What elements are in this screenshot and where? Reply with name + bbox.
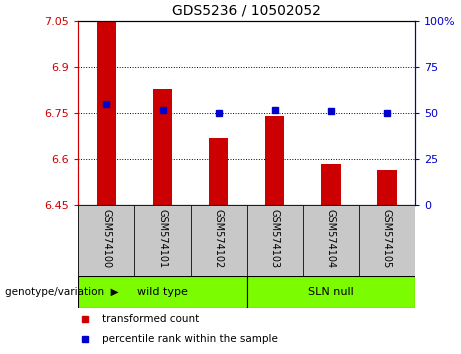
Text: GSM574101: GSM574101: [158, 209, 167, 268]
Text: GSM574104: GSM574104: [326, 209, 336, 268]
Text: SLN null: SLN null: [308, 287, 354, 297]
Text: percentile rank within the sample: percentile rank within the sample: [102, 334, 278, 344]
Text: wild type: wild type: [137, 287, 188, 297]
Title: GDS5236 / 10502052: GDS5236 / 10502052: [172, 3, 321, 17]
Bar: [321, 164, 341, 205]
Bar: [303, 205, 359, 276]
Bar: [209, 138, 228, 205]
Bar: [359, 205, 415, 276]
Text: GSM574100: GSM574100: [101, 209, 112, 268]
Bar: [247, 276, 415, 308]
Text: genotype/variation  ▶: genotype/variation ▶: [5, 287, 118, 297]
Text: transformed count: transformed count: [102, 314, 199, 325]
Bar: [247, 205, 303, 276]
Bar: [265, 116, 284, 205]
Bar: [190, 205, 247, 276]
Bar: [135, 205, 190, 276]
Text: GSM574105: GSM574105: [382, 209, 392, 268]
Bar: [377, 170, 396, 205]
Text: GSM574103: GSM574103: [270, 209, 280, 268]
Text: GSM574102: GSM574102: [213, 209, 224, 268]
Bar: [78, 205, 135, 276]
Bar: [97, 21, 116, 205]
Bar: [153, 89, 172, 205]
Bar: [78, 276, 247, 308]
